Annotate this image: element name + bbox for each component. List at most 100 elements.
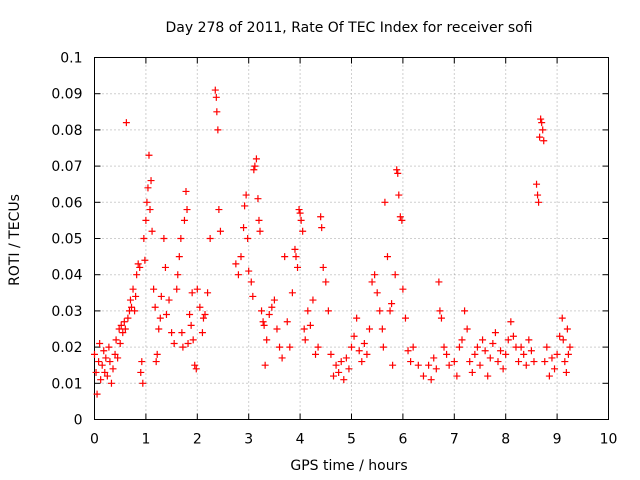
data-point xyxy=(204,289,212,297)
data-point xyxy=(184,339,192,347)
x-tick-label: 5 xyxy=(347,432,356,448)
data-point xyxy=(358,358,366,366)
x-tick-labels: 0 1 2 3 4 5 6 7 8 9 10 xyxy=(90,432,617,448)
data-point xyxy=(261,361,269,369)
data-point xyxy=(324,307,332,315)
data-point xyxy=(363,350,371,358)
data-point xyxy=(551,365,559,373)
data-point xyxy=(317,213,325,221)
data-point xyxy=(540,137,548,145)
data-point xyxy=(463,325,471,333)
data-point xyxy=(494,358,502,366)
data-point xyxy=(522,361,530,369)
data-point xyxy=(312,350,320,358)
data-point xyxy=(281,253,289,261)
data-point xyxy=(258,307,266,315)
data-point xyxy=(427,376,435,384)
data-point xyxy=(419,372,427,380)
data-point xyxy=(342,354,350,362)
data-point xyxy=(297,216,305,224)
data-point xyxy=(435,278,443,286)
data-point xyxy=(430,354,438,362)
data-point xyxy=(232,260,240,268)
data-point xyxy=(553,350,561,358)
data-point xyxy=(213,108,221,116)
data-point xyxy=(102,354,110,362)
data-point xyxy=(133,271,141,279)
data-point xyxy=(178,329,186,337)
data-point xyxy=(129,285,137,293)
x-tick-label: 1 xyxy=(141,432,150,448)
data-point xyxy=(199,314,207,322)
data-point xyxy=(396,213,404,221)
data-point xyxy=(136,263,144,271)
data-point xyxy=(345,365,353,373)
data-point xyxy=(165,296,173,304)
data-point xyxy=(216,227,224,235)
data-point xyxy=(111,350,119,358)
data-point xyxy=(196,303,204,311)
data-point xyxy=(536,133,544,141)
data-point xyxy=(393,166,401,174)
data-point xyxy=(507,318,515,326)
data-point xyxy=(120,318,128,326)
data-point xyxy=(340,376,348,384)
data-point xyxy=(371,271,379,279)
data-point xyxy=(260,321,268,329)
data-point xyxy=(206,235,214,242)
data-point xyxy=(214,126,222,134)
data-point xyxy=(314,343,322,351)
data-point xyxy=(143,198,151,206)
data-point xyxy=(520,350,528,358)
data-point xyxy=(376,307,384,315)
data-point xyxy=(538,119,546,127)
data-point xyxy=(177,235,185,242)
data-point xyxy=(201,311,209,319)
data-point xyxy=(182,187,190,195)
x-tick-label: 3 xyxy=(244,432,253,448)
y-tick-label: 0.09 xyxy=(51,87,82,103)
data-point xyxy=(244,235,252,242)
data-point xyxy=(173,285,181,293)
data-point xyxy=(126,296,134,304)
data-point xyxy=(241,202,249,210)
data-point xyxy=(247,278,255,286)
data-point xyxy=(332,361,340,369)
data-point xyxy=(180,216,188,224)
data-point xyxy=(383,253,391,261)
data-point xyxy=(191,361,199,369)
data-point xyxy=(458,336,466,344)
data-point xyxy=(399,285,407,293)
data-point xyxy=(545,372,553,380)
y-tick-label: 0.07 xyxy=(51,159,82,175)
data-point xyxy=(174,271,182,279)
data-point xyxy=(407,358,415,366)
data-point xyxy=(391,271,399,279)
y-tick-label: 0.04 xyxy=(51,268,82,284)
y-tick-label: 0.08 xyxy=(51,123,82,139)
data-point xyxy=(121,325,129,333)
data-point xyxy=(160,235,168,242)
data-point xyxy=(263,336,271,344)
data-point xyxy=(250,166,258,174)
data-point xyxy=(559,336,567,344)
data-point xyxy=(109,365,117,373)
data-point xyxy=(348,343,355,351)
x-tick-label: 0 xyxy=(90,432,99,448)
data-point xyxy=(146,206,154,214)
data-point xyxy=(319,263,327,271)
data-point xyxy=(131,307,139,315)
data-point xyxy=(242,191,250,199)
data-point xyxy=(97,376,105,384)
data-point xyxy=(409,343,417,351)
x-tick-label: 4 xyxy=(296,432,305,448)
data-point xyxy=(541,358,549,366)
data-point xyxy=(145,151,153,159)
data-point xyxy=(566,343,574,351)
data-point xyxy=(295,206,303,214)
data-point xyxy=(98,361,106,369)
data-point xyxy=(291,245,299,253)
data-point xyxy=(141,256,149,264)
data-point xyxy=(504,336,512,344)
data-point xyxy=(240,224,248,232)
